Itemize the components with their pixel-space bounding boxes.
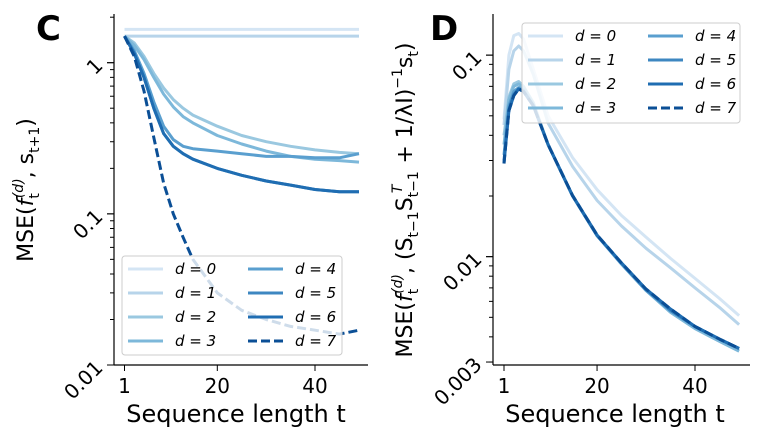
- x-axis-label-d: Sequence length t: [505, 400, 725, 428]
- series-line-d3: [123, 35, 360, 164]
- x-axis-label-c: Sequence length t: [126, 400, 346, 428]
- legend-box: [121, 255, 343, 356]
- y-tick-label: 0.01: [438, 247, 486, 295]
- legend-label: d = 3: [575, 99, 616, 117]
- y-axis-label-d: MSE(ft(d), (St−1St−1T + 1/λI)−1st): [390, 43, 422, 358]
- y-tick-label: 0.1: [68, 204, 107, 243]
- legend-label: d = 7: [695, 99, 737, 117]
- legend-label: d = 0: [575, 27, 616, 45]
- series-line-d7: [502, 87, 740, 350]
- y-tick-label: 0.01: [59, 356, 107, 404]
- y-axis-label-c: MSE(ft(d), st+1): [11, 118, 43, 262]
- series-line-d5: [502, 87, 740, 350]
- panel-c: C 1 20 40 1 0.1 0.01 Sequence length t MSE(ft…: [11, 9, 368, 428]
- y-tick-label: 1: [82, 53, 108, 79]
- series-line-d6: [502, 87, 740, 350]
- plot-lines-d: [502, 32, 741, 353]
- legend-label: d = 5: [695, 51, 736, 69]
- x-tick-label: 40: [682, 374, 707, 398]
- y-tick-label: 0.003: [429, 353, 486, 410]
- series-line-d2: [123, 34, 360, 156]
- legend-label: d = 1: [175, 284, 216, 302]
- legend-label: d = 6: [295, 308, 336, 326]
- series-line-d1: [502, 44, 741, 326]
- legend-label: d = 7: [295, 332, 337, 350]
- x-tick-label: 20: [584, 374, 609, 398]
- legend-box: [521, 22, 741, 124]
- x-tick-label: 40: [302, 374, 327, 398]
- legend-label: d = 6: [695, 75, 736, 93]
- legend-label: d = 3: [175, 332, 216, 350]
- legend-label: d = 0: [175, 260, 216, 278]
- panel-label-d: D: [430, 9, 458, 49]
- x-tick-label: 1: [118, 374, 131, 398]
- legend-d: d = 0 d = 1 d = 2 d = 3 d = 4 d = 5 d = 6 d = 7: [521, 22, 741, 124]
- panel-d: D 1 20 40 0.1 0.01 0.003 Sequence length t MS…: [390, 9, 750, 428]
- legend-label: d = 5: [295, 284, 336, 302]
- legend-label: d = 2: [575, 75, 616, 93]
- legend-label: d = 4: [295, 260, 336, 278]
- series-line-d6: [123, 35, 359, 194]
- series-line-d4: [502, 86, 740, 350]
- x-tick-label: 1: [498, 374, 511, 398]
- legend-label: d = 2: [175, 308, 216, 326]
- series-line-d4: [123, 35, 360, 160]
- x-tick-label: 20: [205, 374, 230, 398]
- legend-label: d = 1: [575, 51, 616, 69]
- legend-c: d = 0 d = 1 d = 2 d = 3 d = 4 d = 5 d = 6 d = 7: [121, 255, 343, 356]
- y-tick-label: 0.1: [447, 46, 486, 85]
- legend-label: d = 4: [695, 27, 736, 45]
- series-line-d0: [502, 32, 741, 317]
- panel-label-c: C: [36, 9, 61, 49]
